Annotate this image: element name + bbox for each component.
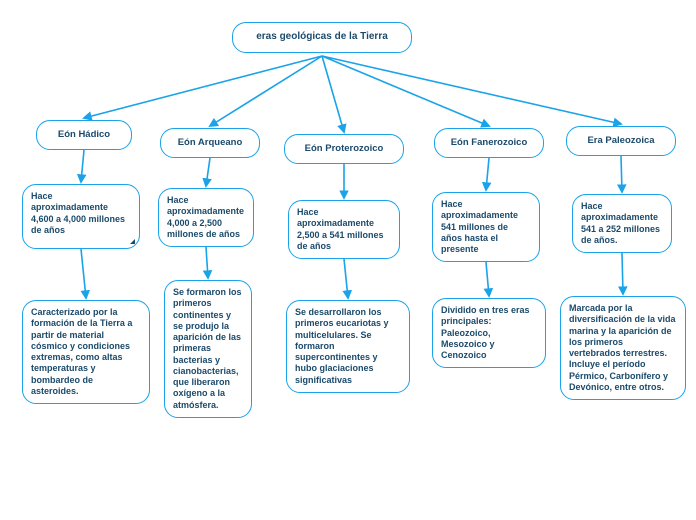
column-title-0: Eón Hádico [36,120,132,150]
column-title-2: Eón Proterozoico [284,134,404,164]
column-desc-1: Se formaron los primeros continentes y s… [164,280,252,418]
column-desc-0: Caracterizado por la formación de la Tie… [22,300,150,404]
column-title-3: Eón Fanerozoico [434,128,544,158]
column-desc-4: Marcada por la diversificación de la vid… [560,296,686,400]
resize-handle-icon [130,239,135,244]
column-date-3: Hace aproximadamente 541 millones de año… [432,192,540,262]
column-date-0: Hace aproximadamente 4,600 a 4,000 millo… [22,184,140,249]
column-desc-2: Se desarrollaron los primeros eucariotas… [286,300,410,393]
edges-layer [0,0,696,520]
column-date-1: Hace aproximadamente 4,000 a 2,500 millo… [158,188,254,247]
column-title-1: Eón Arqueano [160,128,260,158]
column-desc-3: Dividido en tres eras principales: Paleo… [432,298,546,368]
column-title-4: Era Paleozoica [566,126,676,156]
column-date-4: Hace aproximadamente 541 a 252 millones … [572,194,672,253]
column-date-2: Hace aproximadamente 2,500 a 541 millone… [288,200,400,259]
root-node: eras geológicas de la Tierra [232,22,412,53]
